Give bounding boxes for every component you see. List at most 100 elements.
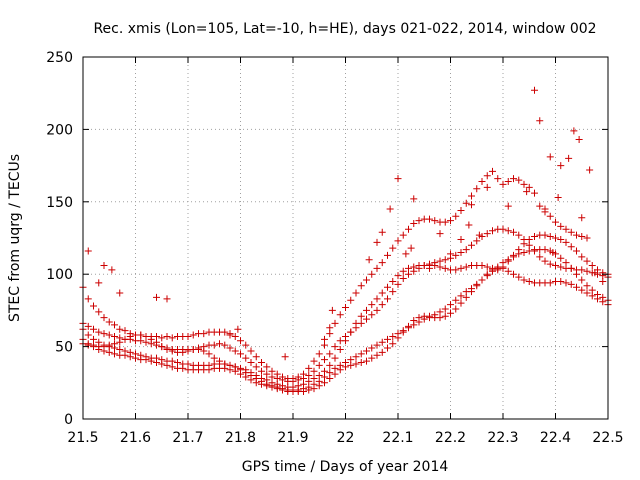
data-point-outliers	[549, 248, 557, 256]
data-point-track-b	[111, 332, 118, 340]
data-point-track-d	[352, 360, 360, 368]
data-point-track-b	[90, 325, 97, 333]
data-point-track-a	[121, 327, 129, 335]
data-point-track-e	[237, 364, 244, 372]
data-point-track-d	[247, 376, 255, 384]
data-point-track-e	[105, 341, 113, 349]
data-point-track-b	[95, 328, 103, 336]
data-point-track-e	[520, 240, 528, 248]
data-point-track-e	[384, 283, 391, 291]
data-point-track-e	[557, 235, 565, 243]
data-point-track-d	[478, 276, 486, 284]
data-point-track-a	[342, 304, 349, 312]
y-tick-label: 150	[46, 195, 73, 211]
data-point-track-a	[163, 332, 171, 340]
data-point-track-a	[583, 234, 591, 242]
data-point-track-a	[525, 183, 533, 191]
x-tick-label: 21.7	[172, 430, 203, 446]
data-point-track-e	[583, 257, 591, 265]
data-point-track-d	[326, 374, 334, 382]
data-point-track-b	[331, 343, 339, 351]
data-point-track-d	[132, 354, 139, 362]
data-point-track-d	[399, 328, 407, 336]
data-point-track-c	[389, 332, 397, 340]
data-point-track-a	[200, 330, 208, 338]
data-point-track-b	[226, 344, 234, 352]
data-point-track-d	[363, 357, 370, 365]
data-point-track-d	[557, 277, 565, 285]
gridlines	[83, 57, 608, 419]
data-point-track-a	[394, 237, 402, 245]
data-point-track-a	[499, 180, 507, 188]
data-point-track-d	[342, 363, 349, 371]
data-point-track-b	[441, 256, 449, 264]
x-tick-label: 21.9	[277, 430, 308, 446]
data-point-track-a	[578, 233, 586, 241]
data-point-track-a	[90, 302, 97, 310]
data-point-track-e	[258, 374, 265, 382]
data-point-track-a	[336, 311, 344, 319]
data-point-track-a	[100, 314, 108, 322]
data-point-track-e	[321, 367, 328, 375]
data-point-track-a	[399, 231, 407, 239]
x-tick-label: 21.8	[225, 430, 256, 446]
data-point-track-a	[478, 178, 486, 186]
data-point-track-c	[525, 247, 533, 255]
data-point-track-e	[436, 263, 444, 271]
y-axis: 0 50 100 150 200 250	[46, 50, 608, 428]
data-point-track-e	[310, 374, 318, 382]
data-point-track-d	[578, 286, 586, 294]
data-point-track-e	[153, 338, 160, 346]
data-point-track-d	[310, 385, 318, 393]
data-point-track-e	[289, 383, 297, 391]
data-point-track-d	[153, 359, 160, 367]
data-point-track-b	[536, 253, 544, 261]
data-point-outliers	[599, 277, 607, 285]
data-point-track-e	[331, 354, 339, 362]
data-point-outliers	[578, 214, 586, 222]
data-point-track-d	[588, 292, 596, 300]
data-point-track-a	[189, 331, 197, 339]
data-point-track-d	[336, 366, 344, 374]
data-point-track-e	[510, 251, 517, 259]
data-point-outliers	[504, 202, 512, 210]
data-point-outliers	[468, 201, 475, 209]
data-point-outliers	[281, 353, 289, 361]
data-point-track-b	[541, 257, 549, 265]
data-point-track-b	[473, 237, 481, 245]
data-point-track-d	[126, 353, 134, 361]
data-point-track-a	[116, 325, 124, 333]
data-point-track-d	[373, 351, 381, 359]
data-point-track-b	[252, 363, 260, 371]
data-point-outliers	[410, 195, 418, 203]
data-point-track-d	[384, 344, 391, 352]
data-point-track-d	[510, 270, 517, 278]
data-point-track-a	[520, 180, 528, 188]
data-point-track-e	[247, 369, 255, 377]
data-point-track-d	[331, 370, 339, 378]
data-point-track-a	[452, 212, 460, 220]
data-point-track-e	[273, 380, 281, 388]
data-point-track-d	[567, 280, 575, 288]
data-point-track-a	[431, 217, 439, 225]
data-point-track-c	[562, 259, 570, 267]
data-point-track-d	[483, 270, 491, 278]
data-point-track-b	[210, 341, 218, 349]
data-point-track-e	[221, 360, 229, 368]
x-tick-label: 22.5	[592, 430, 623, 446]
data-point-outliers	[483, 183, 491, 191]
data-point-track-c	[378, 338, 386, 346]
x-tick-label: 22.3	[487, 430, 518, 446]
data-point-track-c	[368, 344, 376, 352]
data-point-track-e	[431, 262, 439, 270]
data-point-track-b	[363, 315, 370, 323]
data-point-track-e	[441, 264, 449, 272]
data-point-track-d	[525, 277, 533, 285]
data-point-track-e	[315, 372, 323, 380]
data-point-track-d	[389, 340, 397, 348]
data-point-track-e	[541, 231, 549, 239]
data-point-track-a	[562, 225, 570, 233]
data-point-track-c	[384, 335, 391, 343]
data-point-outliers	[570, 127, 578, 135]
y-tick-label: 0	[64, 412, 73, 428]
